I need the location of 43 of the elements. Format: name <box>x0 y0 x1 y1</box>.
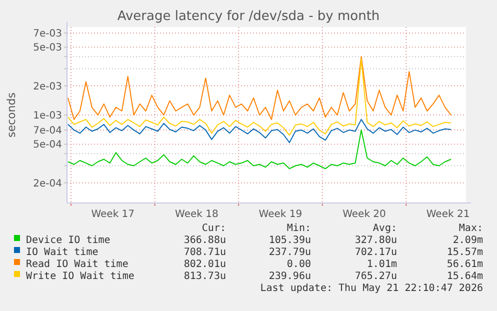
text: 15.57m <box>446 247 483 258</box>
text: Min: <box>286 223 311 234</box>
text: 56.61m <box>446 259 483 270</box>
legend-label: Read IO Wait time <box>26 259 128 270</box>
line-series <box>68 56 452 120</box>
x-tick-label: Week 20 <box>342 209 386 220</box>
text: 802.01u <box>184 259 226 270</box>
line-series <box>68 130 452 170</box>
text: 327.80u <box>354 235 397 246</box>
text: 15.64m <box>446 271 483 282</box>
y-tick-label: 1e-03 <box>33 110 62 122</box>
text: 0.00 <box>286 259 311 270</box>
legend-label: Write IO Wait time <box>26 271 134 282</box>
y-tick-label: 2e-04 <box>33 178 62 190</box>
y-tick-label: 5e-03 <box>33 42 62 54</box>
text: 239.96u <box>268 271 311 282</box>
text: 813.73u <box>184 271 226 282</box>
line-series <box>68 58 452 136</box>
x-tick-label: Week 18 <box>175 209 218 220</box>
y-tick-label: 7e-04 <box>33 126 62 137</box>
x-tick-label: Week 19 <box>258 209 302 220</box>
x-tick-label: Week 21 <box>426 209 470 220</box>
chart-title: Average latency for /dev/sda - by month <box>117 9 380 24</box>
text: Last update: Thu May 21 22:10:47 2026 <box>260 283 483 294</box>
text: Max: <box>458 223 483 234</box>
text: 105.39u <box>268 235 311 246</box>
text: 366.88u <box>184 235 226 246</box>
legend-label: IO Wait time <box>26 247 98 258</box>
text: Avg: <box>372 223 397 234</box>
text: 765.27u <box>354 271 397 282</box>
legend-label: Device IO time <box>26 235 110 246</box>
y-axis-title: seconds <box>5 92 18 138</box>
y-tick-label: 2e-03 <box>33 81 62 92</box>
line-series <box>68 118 452 144</box>
y-tick-label: 7e-03 <box>33 28 62 40</box>
text: 1.01m <box>366 259 397 270</box>
text: 708.71u <box>184 247 226 258</box>
text: 237.79u <box>268 247 311 258</box>
y-tick-label: 5e-04 <box>33 140 62 151</box>
text: 2.09m <box>452 235 483 246</box>
text: Cur: <box>202 223 226 234</box>
text: 702.17u <box>354 247 397 258</box>
x-tick-label: Week 17 <box>91 209 135 220</box>
